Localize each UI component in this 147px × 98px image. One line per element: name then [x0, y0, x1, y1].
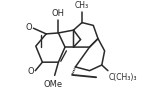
Text: OH: OH: [52, 9, 65, 18]
Text: CH₃: CH₃: [75, 1, 89, 10]
Text: O: O: [26, 23, 32, 32]
Text: C(CH₃)₃: C(CH₃)₃: [109, 74, 137, 83]
Text: O: O: [28, 67, 34, 76]
Text: OMe: OMe: [44, 80, 63, 89]
